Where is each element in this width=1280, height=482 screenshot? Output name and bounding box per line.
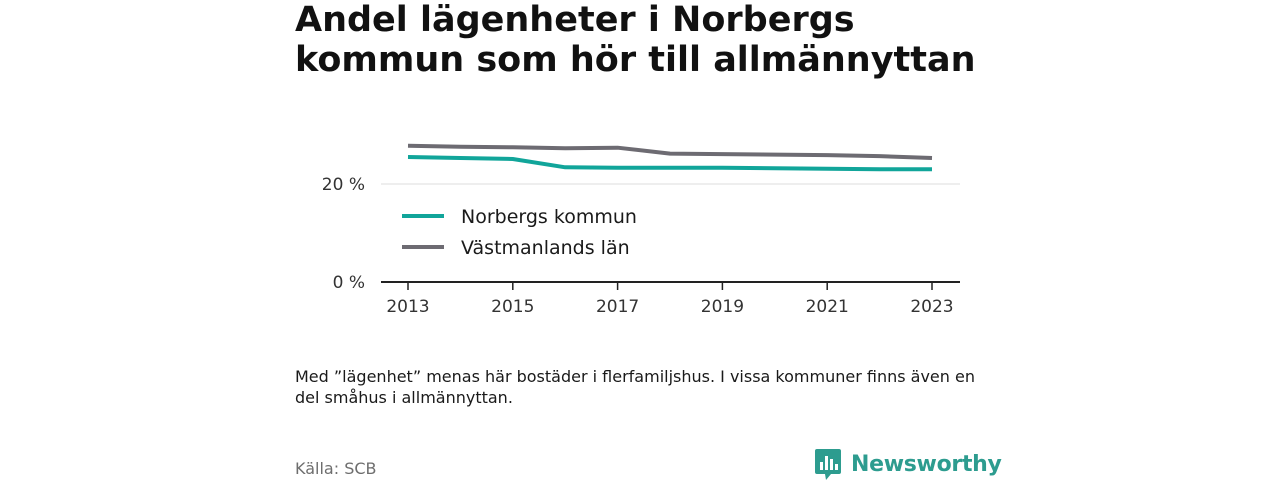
newsworthy-logo-icon (815, 449, 841, 480)
source-label: Källa: SCB (295, 459, 377, 478)
chart-title: Andel lägenheter i Norbergs kommun som h… (295, 0, 976, 80)
y-tick-label: 20 % (322, 175, 365, 195)
legend-label: Västmanlands län (461, 237, 630, 259)
series-line (407, 143, 933, 160)
x-tick-label: 2019 (701, 297, 744, 317)
series-layer (407, 143, 933, 172)
brand-name: Newsworthy (851, 451, 1002, 477)
x-tick-label: 2017 (596, 297, 639, 317)
x-tick-label: 2023 (910, 297, 953, 317)
legend-label: Norbergs kommun (461, 206, 637, 228)
x-tick-label: 2013 (386, 297, 429, 317)
axis-layer: 0 % 20 % 2013 2015 2017 2019 2021 2023 (322, 175, 960, 317)
y-tick-label: 0 % (333, 273, 365, 293)
chart-note: Med ”lägenhet” menas här bostäder i fler… (295, 367, 975, 407)
chart-card: Andel lägenheter i Norbergs kommun som h… (295, 0, 1002, 480)
brand-logo: Newsworthy (814, 446, 1002, 482)
x-tick-label: 2015 (491, 297, 534, 317)
x-tick-label: 2021 (806, 297, 849, 317)
legend: Norbergs kommun Västmanlands län (402, 206, 637, 259)
series-line (407, 155, 932, 172)
line-chart: 0 % 20 % 2013 2015 2017 2019 2021 2023 Norbergs… (322, 143, 960, 317)
